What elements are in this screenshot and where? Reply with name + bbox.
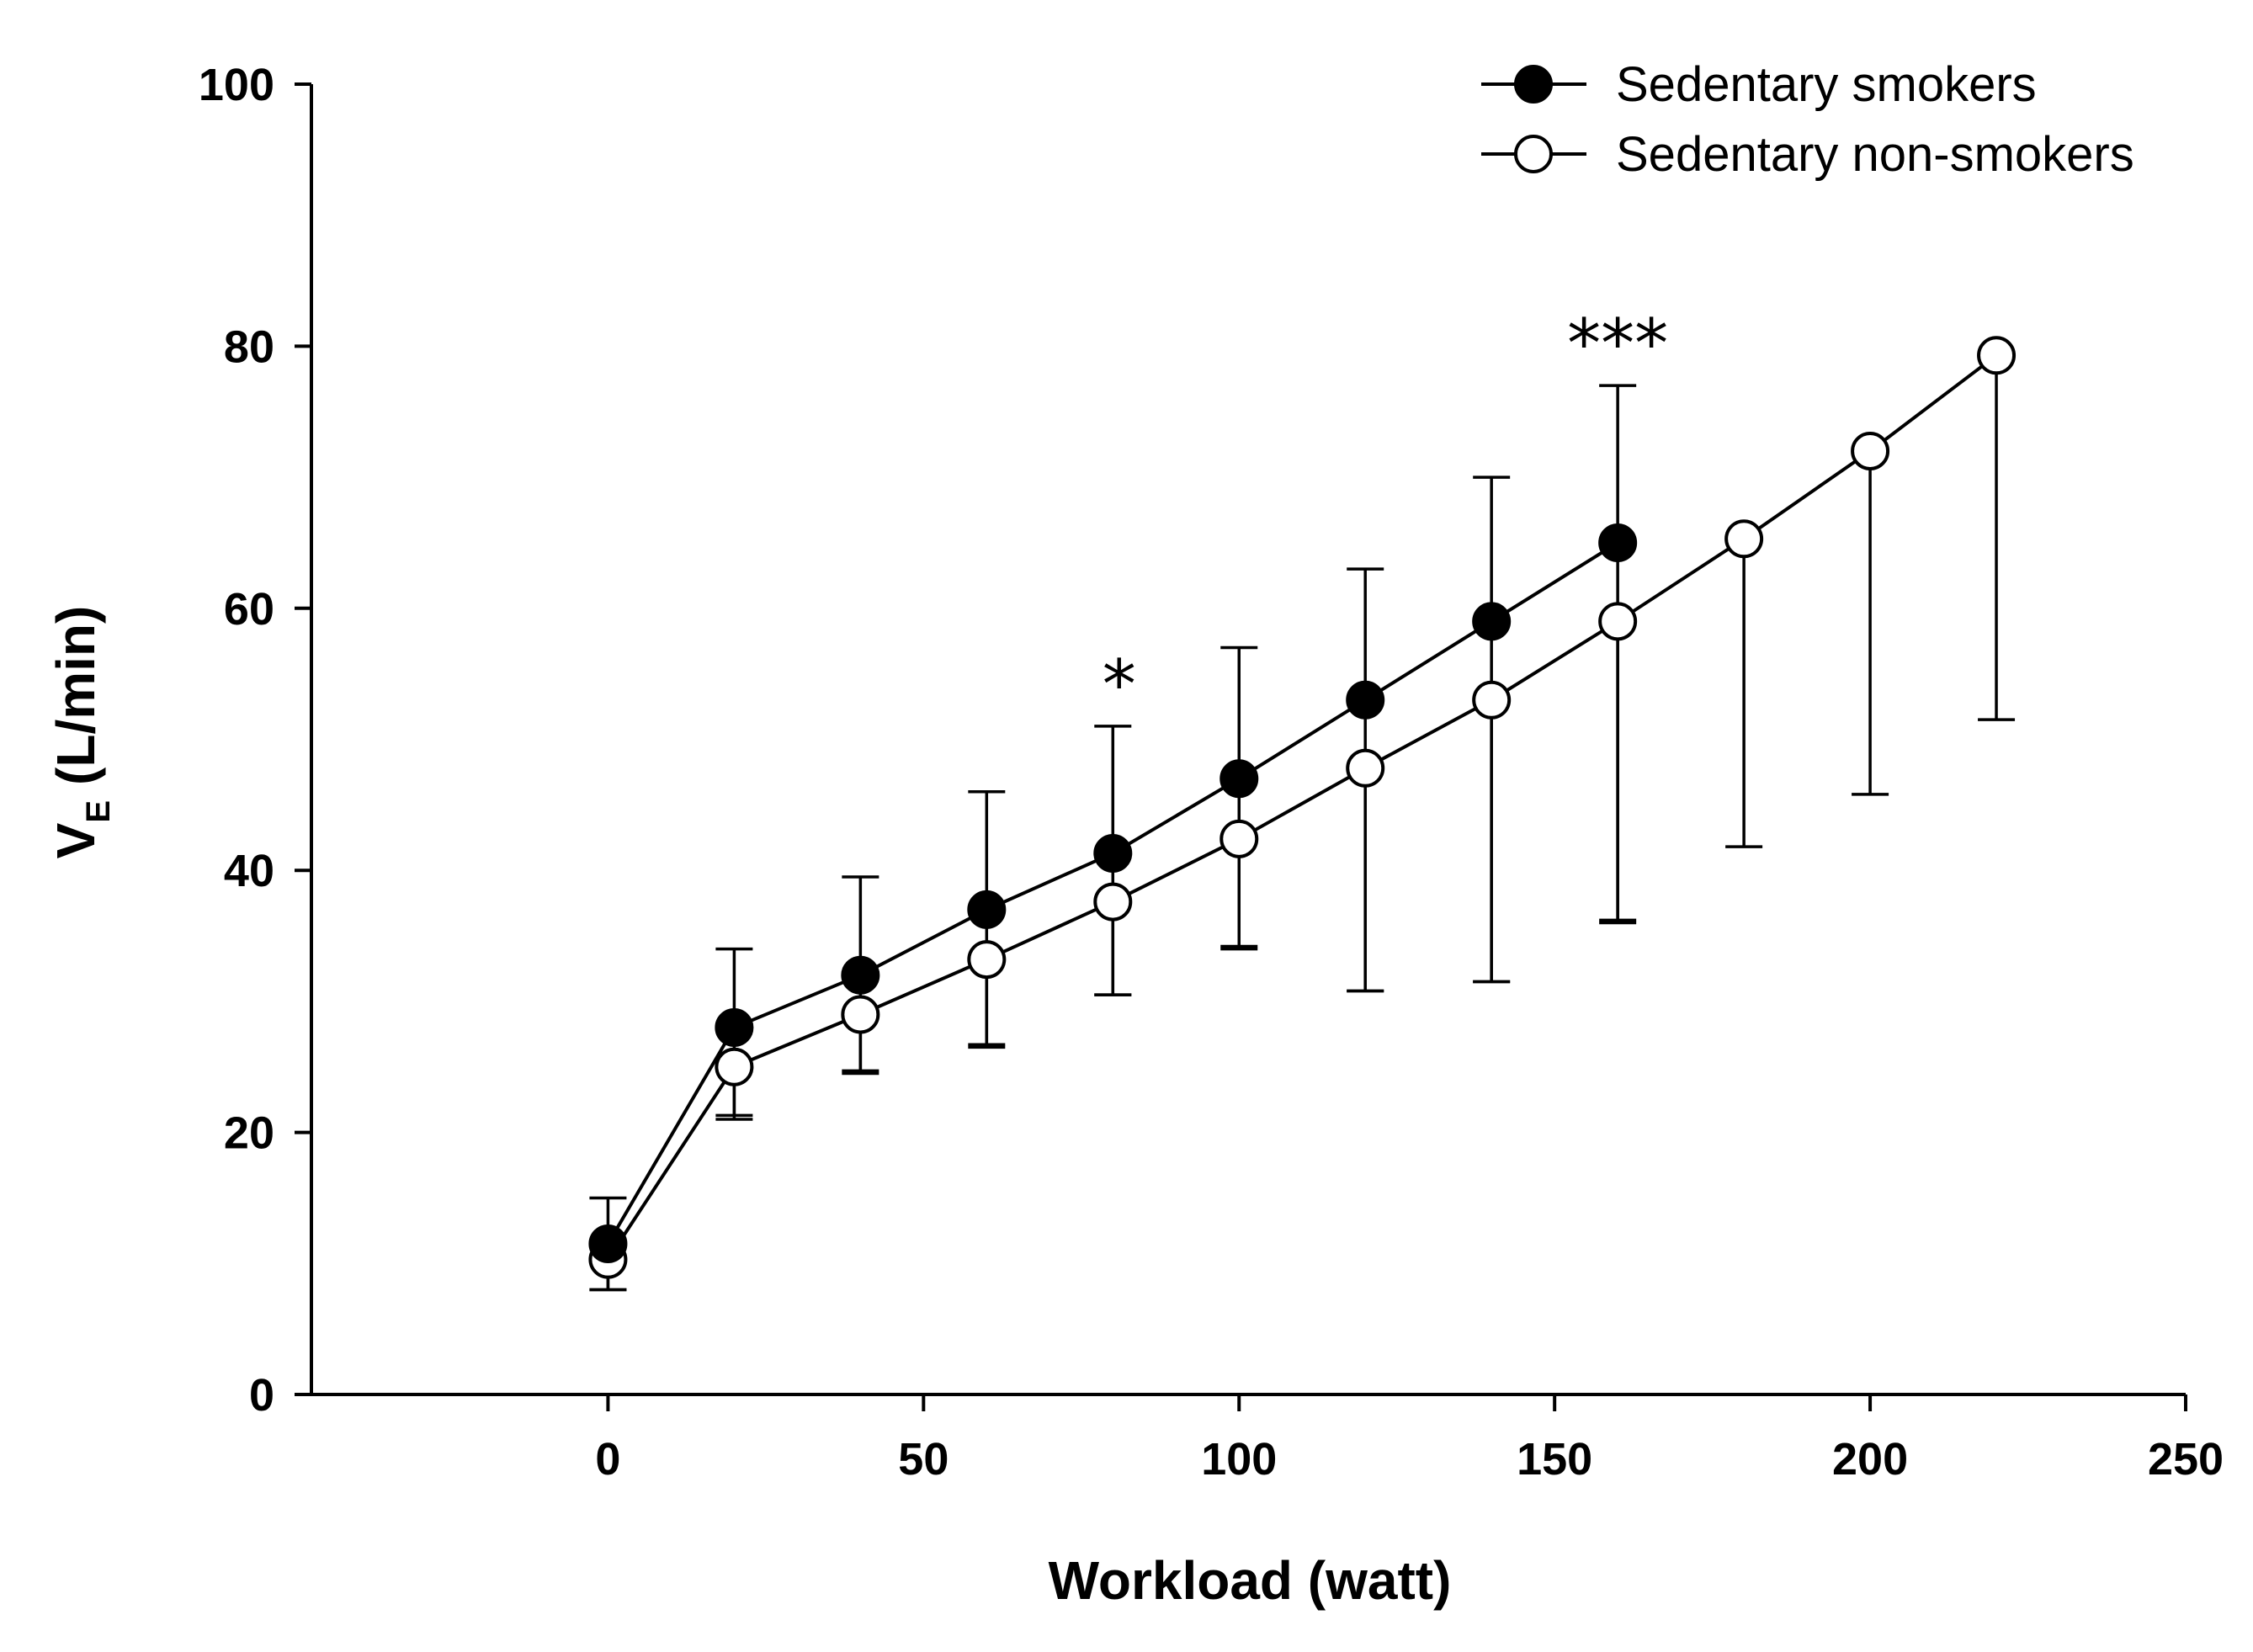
significance-annotations: **** (1103, 305, 1668, 724)
y-tick-label: 0 (249, 1370, 274, 1421)
axes: 0 20 40 60 80 100 0 50 100 150 200 250 (199, 60, 2224, 1485)
significance-marker: * (1103, 645, 1136, 724)
y-tick-label: 40 (224, 846, 274, 896)
x-tick-label: 0 (595, 1434, 620, 1485)
error-bars (589, 355, 2016, 1292)
y-axis-title-unit: (L/min) (45, 606, 106, 785)
legend-label: Sedentary smokers (1616, 57, 2037, 112)
point-non-smokers (1346, 748, 1385, 788)
y-tick-label: 100 (199, 60, 274, 110)
point-non-smokers (1219, 819, 1259, 858)
point-non-smokers (841, 995, 880, 1034)
point-smokers (1219, 759, 1259, 799)
point-smokers (588, 1224, 628, 1263)
y-tick-label: 80 (224, 321, 274, 372)
point-smokers (715, 1008, 754, 1048)
legend-marker-non-smokers (1514, 135, 1553, 173)
series-line-non-smokers (606, 353, 1998, 1261)
point-smokers (1598, 523, 1638, 562)
x-tick-label: 150 (1517, 1434, 1592, 1485)
point-non-smokers (1598, 602, 1638, 641)
x-tick-label: 50 (898, 1434, 948, 1485)
point-non-smokers (1093, 882, 1133, 922)
legend: Sedentary smokers Sedentary non-smokers (1481, 57, 2134, 182)
point-smokers (1346, 680, 1385, 720)
y-tick-label: 20 (224, 1108, 274, 1159)
legend-label: Sedentary non-smokers (1616, 127, 2134, 182)
y-axis-title-main: V (45, 822, 106, 858)
legend-marker-smokers (1514, 65, 1553, 104)
x-axis-title: Workload (watt) (1049, 1550, 1452, 1611)
point-non-smokers (1851, 431, 1890, 470)
point-non-smokers (1472, 680, 1512, 720)
y-axis-title: VE (L/min) (45, 606, 117, 859)
point-non-smokers (1724, 519, 1764, 559)
point-non-smokers (967, 940, 1007, 980)
x-tick-label: 250 (2148, 1434, 2224, 1485)
point-non-smokers (1977, 336, 2017, 375)
data-markers (588, 336, 2017, 1279)
point-smokers (1093, 833, 1133, 873)
point-smokers (967, 890, 1007, 929)
point-smokers (841, 955, 880, 995)
point-smokers (1472, 602, 1512, 641)
x-tick-label: 100 (1201, 1434, 1277, 1485)
point-non-smokers (715, 1047, 754, 1086)
significance-marker: *** (1567, 305, 1668, 383)
x-tick-label: 200 (1832, 1434, 1908, 1485)
y-tick-label: 60 (224, 584, 274, 635)
series-lines (606, 353, 1998, 1261)
y-axis-title-subscript: E (80, 800, 117, 823)
